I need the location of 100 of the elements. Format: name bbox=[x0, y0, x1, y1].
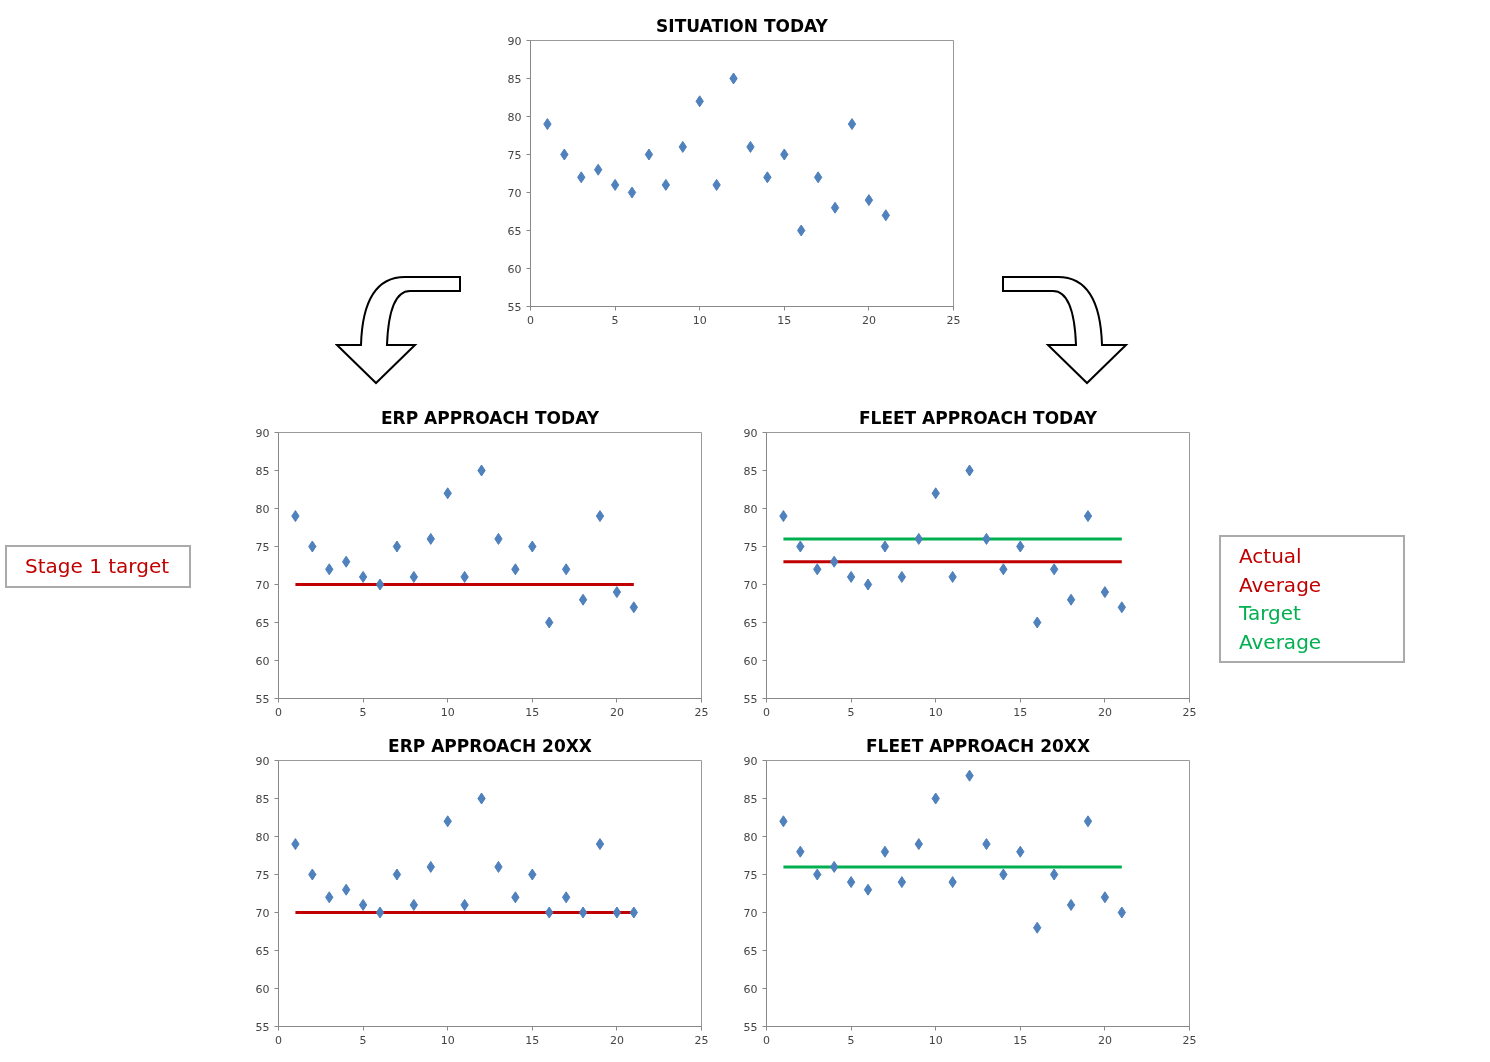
point bbox=[863, 578, 873, 591]
y-tick-label: 60 bbox=[507, 262, 522, 276]
y-tick-label: 90 bbox=[255, 426, 270, 440]
x-tick-label: 10 bbox=[440, 1033, 455, 1047]
point bbox=[358, 898, 368, 911]
point bbox=[1066, 898, 1076, 911]
y-tick-label: 60 bbox=[255, 982, 270, 996]
x-tick-label: 25 bbox=[694, 705, 709, 719]
point bbox=[561, 563, 571, 576]
y-tick-label: 90 bbox=[743, 426, 758, 440]
point bbox=[375, 578, 385, 591]
x-tick-label: 15 bbox=[525, 1033, 540, 1047]
y-tick-label: 60 bbox=[255, 654, 270, 668]
y-tick-label: 75 bbox=[507, 148, 522, 162]
y-tick-label: 65 bbox=[255, 944, 270, 958]
chart-title: FLEET APPROACH 20XX bbox=[866, 735, 1090, 756]
point bbox=[661, 178, 671, 191]
point bbox=[392, 540, 402, 553]
x-tick-label: 0 bbox=[275, 705, 282, 719]
x-tick-label: 15 bbox=[1013, 705, 1028, 719]
point bbox=[595, 510, 605, 523]
chart-title: ERP APPROACH TODAY bbox=[380, 407, 600, 428]
y-tick-label: 70 bbox=[743, 906, 758, 920]
x-tick-label: 5 bbox=[359, 705, 367, 719]
x-tick-label: 15 bbox=[525, 705, 540, 719]
y-tick-label: 70 bbox=[255, 578, 270, 592]
ref-line-label: Stage 1 target bbox=[25, 553, 171, 580]
point bbox=[1100, 891, 1110, 904]
y-tick-label: 75 bbox=[743, 540, 758, 554]
point bbox=[627, 186, 637, 199]
y-tick-label: 55 bbox=[255, 1020, 270, 1034]
x-tick-label: 15 bbox=[777, 313, 792, 327]
point bbox=[392, 868, 402, 881]
point bbox=[880, 540, 890, 553]
x-tick-label: 0 bbox=[763, 1033, 770, 1047]
x-tick-label: 5 bbox=[847, 705, 855, 719]
x-tick-label: 0 bbox=[275, 1033, 282, 1047]
y-tick-label: 80 bbox=[255, 502, 270, 516]
y-tick-label: 55 bbox=[743, 692, 758, 706]
y-tick-label: 75 bbox=[255, 540, 270, 554]
point bbox=[358, 570, 368, 583]
y-tick-label: 55 bbox=[743, 1020, 758, 1034]
point bbox=[1083, 815, 1093, 828]
point bbox=[880, 845, 890, 858]
point bbox=[409, 898, 419, 911]
x-tick-label: 25 bbox=[694, 1033, 709, 1047]
y-tick-label: 90 bbox=[507, 34, 522, 48]
x-tick-label: 20 bbox=[1097, 1033, 1112, 1047]
point bbox=[409, 570, 419, 583]
point bbox=[846, 876, 856, 889]
x-tick-label: 20 bbox=[609, 705, 624, 719]
y-tick-label: 70 bbox=[743, 578, 758, 592]
point bbox=[561, 891, 571, 904]
x-tick-label: 10 bbox=[928, 1033, 943, 1047]
point bbox=[863, 883, 873, 896]
y-tick-label: 90 bbox=[255, 754, 270, 768]
y-tick-label: 65 bbox=[507, 224, 522, 238]
point bbox=[846, 570, 856, 583]
chart-title: SITUATION TODAY bbox=[656, 15, 829, 36]
x-tick-label: 15 bbox=[1013, 1033, 1028, 1047]
x-tick-label: 25 bbox=[946, 313, 961, 327]
point bbox=[1083, 510, 1093, 523]
point bbox=[610, 178, 620, 191]
y-tick-label: 85 bbox=[255, 464, 270, 478]
y-tick-label: 65 bbox=[743, 616, 758, 630]
y-tick-label: 60 bbox=[743, 982, 758, 996]
x-tick-label: 0 bbox=[763, 705, 770, 719]
x-tick-label: 20 bbox=[609, 1033, 624, 1047]
point bbox=[1100, 586, 1110, 599]
y-tick-label: 85 bbox=[743, 464, 758, 478]
x-tick-label: 5 bbox=[359, 1033, 367, 1047]
y-tick-label: 55 bbox=[255, 692, 270, 706]
point bbox=[644, 148, 654, 161]
y-tick-label: 75 bbox=[743, 868, 758, 882]
y-tick-label: 65 bbox=[255, 616, 270, 630]
x-tick-label: 20 bbox=[861, 313, 876, 327]
point bbox=[897, 876, 907, 889]
point bbox=[612, 906, 622, 919]
point bbox=[375, 906, 385, 919]
point bbox=[830, 201, 840, 214]
y-tick-label: 80 bbox=[507, 110, 522, 124]
chart-title: FLEET APPROACH TODAY bbox=[858, 407, 1098, 428]
x-tick-label: 0 bbox=[527, 313, 534, 327]
x-tick-label: 5 bbox=[611, 313, 619, 327]
y-tick-label: 85 bbox=[743, 792, 758, 806]
x-tick-label: 25 bbox=[1182, 1033, 1197, 1047]
y-tick-label: 60 bbox=[743, 654, 758, 668]
y-tick-label: 85 bbox=[255, 792, 270, 806]
x-tick-label: 25 bbox=[1182, 705, 1197, 719]
y-tick-label: 85 bbox=[507, 72, 522, 86]
point bbox=[578, 906, 588, 919]
y-tick-label: 65 bbox=[743, 944, 758, 958]
point bbox=[1049, 563, 1059, 576]
x-tick-label: 5 bbox=[847, 1033, 855, 1047]
point bbox=[847, 118, 857, 131]
y-tick-label: 80 bbox=[743, 830, 758, 844]
y-tick-label: 55 bbox=[507, 300, 522, 314]
ref-line-label: Target Average bbox=[1239, 600, 1323, 656]
ref-line-label: Actual Average bbox=[1239, 543, 1323, 599]
y-tick-label: 70 bbox=[255, 906, 270, 920]
